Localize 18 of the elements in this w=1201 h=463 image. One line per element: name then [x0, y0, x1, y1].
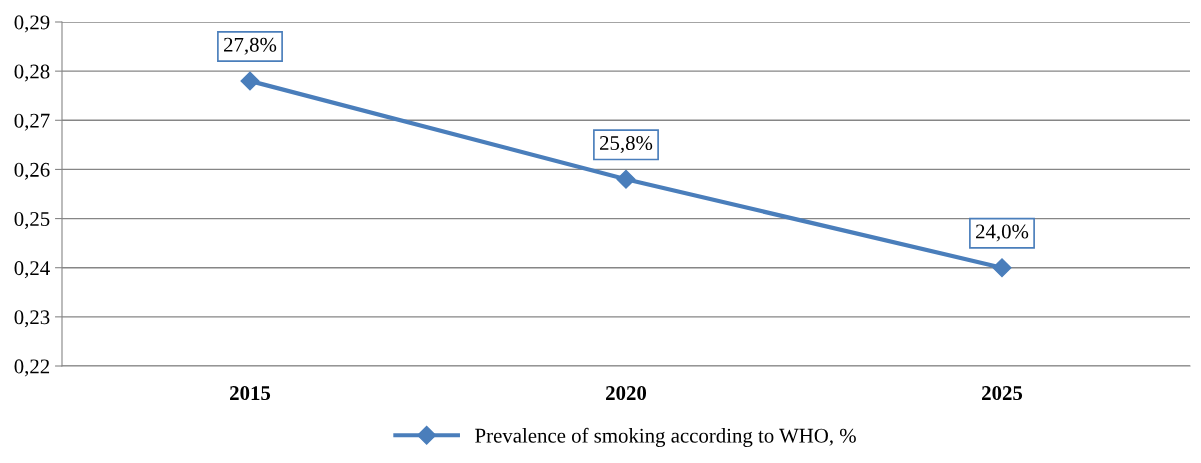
- data-label: 27,8%: [224, 37, 277, 55]
- y-tick-label: 0,24: [14, 261, 50, 279]
- y-tick-label: 0,25: [14, 211, 50, 229]
- legend-label: Prevalence of smoking according to WHO, %: [475, 427, 856, 448]
- y-tick-label: 0,28: [14, 64, 50, 82]
- y-tick-label: 0,27: [14, 113, 50, 131]
- y-tick-label: 0,29: [14, 15, 50, 33]
- y-tick-label: 0,23: [14, 310, 50, 328]
- data-label: 24,0%: [976, 224, 1029, 242]
- x-tick-label: 2015: [230, 386, 271, 401]
- y-tick-label: 0,22: [14, 359, 50, 377]
- x-tick-label: 2025: [982, 386, 1023, 401]
- x-tick-label: 2020: [606, 386, 647, 401]
- point: [240, 71, 260, 91]
- point: [616, 169, 636, 189]
- point: [992, 258, 1012, 278]
- y-tick-label: 0,26: [14, 162, 50, 180]
- data-label: 25,8%: [600, 135, 653, 154]
